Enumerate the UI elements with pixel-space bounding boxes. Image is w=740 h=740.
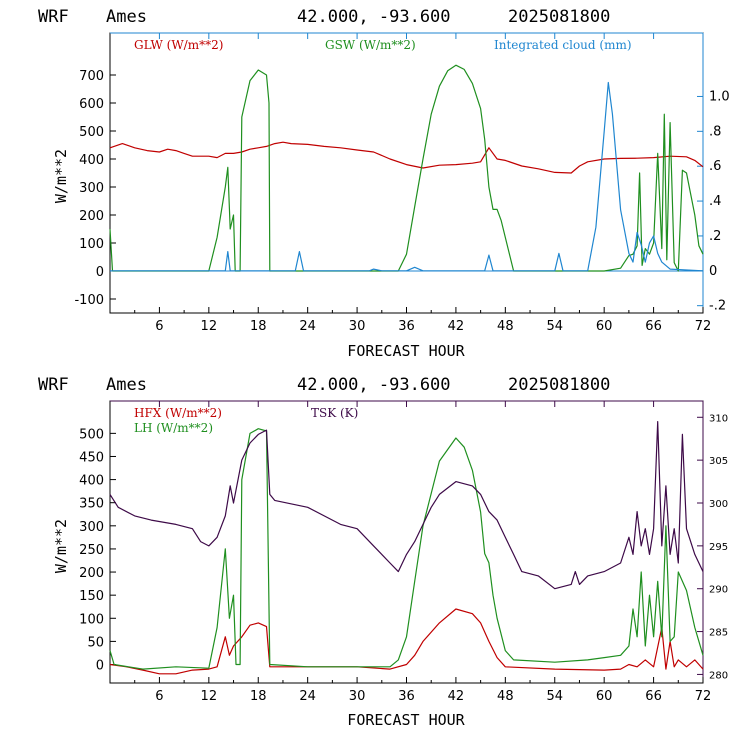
series-lines xyxy=(109,421,704,675)
x-tick-label: 12 xyxy=(201,319,218,334)
y-tick-label: 250 xyxy=(79,543,104,558)
legend-glw: GLW (W/m**2) xyxy=(134,38,223,52)
y2-tick-label: 295 xyxy=(709,542,728,553)
x-tick-label: 18 xyxy=(250,689,267,704)
y-tick-label: 500 xyxy=(79,427,104,442)
run-label: 2025081800 xyxy=(508,7,610,27)
y-tick-label: 150 xyxy=(79,589,104,604)
x-axis-label: FORECAST HOUR xyxy=(347,342,465,360)
x-tick-label: 6 xyxy=(155,689,163,704)
y2-tick-label: 305 xyxy=(709,456,728,467)
legend-cloud: Integrated cloud (mm) xyxy=(494,38,632,52)
series-line-glw xyxy=(109,141,704,174)
x-axis-ticks: 6 12 18 24 30 36 42 48 54 60 66 72 xyxy=(134,401,712,704)
y-axis-ticks: -100 0 100 200 300 400 500 600 700 xyxy=(74,69,116,308)
x-axis-ticks: 6 12 18 24 30 36 42 48 54 60 66 72 xyxy=(134,33,712,334)
series-line-lh xyxy=(109,428,704,670)
plot-frame-left xyxy=(109,400,704,684)
y2-tick-label: 0 xyxy=(709,264,717,279)
x-tick-label: 42 xyxy=(448,689,465,704)
y-axis-ticks: 0 50 100 150 200 250 300 350 400 450 500 xyxy=(79,427,116,674)
y-tick-label: 400 xyxy=(79,153,104,168)
y-tick-label: 0 xyxy=(96,659,104,674)
y2-tick-label: 1.0 xyxy=(709,89,730,104)
x-tick-label: 48 xyxy=(497,689,514,704)
x-tick-label: 36 xyxy=(398,319,415,334)
series-line-hfx xyxy=(109,608,704,675)
y-tick-label: 700 xyxy=(79,69,104,84)
x-tick-label: 54 xyxy=(546,689,563,704)
y2-tick-label: 310 xyxy=(709,413,728,424)
x-tick-label: 60 xyxy=(596,319,613,334)
series-line-integrated xyxy=(110,81,704,272)
x-tick-label: 48 xyxy=(497,319,514,334)
y2-axis-ticks: -.2 0 .2 .4 .6 .8 1.0 xyxy=(697,89,730,314)
y-tick-label: 350 xyxy=(79,497,104,512)
x-tick-label: 6 xyxy=(155,319,163,334)
series-lines xyxy=(109,64,704,272)
y-tick-label: 300 xyxy=(79,520,104,535)
legend-gsw: GSW (W/m**2) xyxy=(325,38,416,52)
y-tick-label: 50 xyxy=(87,635,104,650)
x-tick-label: 66 xyxy=(645,689,662,704)
y2-tick-label: -.2 xyxy=(709,299,726,314)
y-tick-label: 100 xyxy=(79,612,104,627)
series-line-gsw xyxy=(109,64,704,272)
y-tick-label: 450 xyxy=(79,450,104,465)
y2-tick-label: 285 xyxy=(709,628,728,639)
flux-chart: 6 12 18 24 30 36 42 48 54 60 66 72 0 50 100 150 200 250 3… xyxy=(52,400,728,729)
run-label: 2025081800 xyxy=(508,375,610,395)
y-tick-label: 200 xyxy=(79,566,104,581)
x-tick-label: 72 xyxy=(695,319,712,334)
y2-tick-label: .4 xyxy=(709,194,721,209)
x-tick-label: 66 xyxy=(645,319,662,334)
panel1-header: WRF Ames 42.000, -93.600 2025081800 xyxy=(38,7,610,27)
x-tick-label: 30 xyxy=(349,689,366,704)
y2-axis-ticks: 280 285 290 295 300 305 310 xyxy=(697,413,728,681)
y2-tick-label: .2 xyxy=(709,229,721,244)
y2-tick-label: .6 xyxy=(709,159,721,174)
legend-lh: LH (W/m**2) xyxy=(134,421,213,435)
legend-hfx: HFX (W/m**2) xyxy=(134,406,222,420)
coords-label: 42.000, -93.600 xyxy=(297,375,451,395)
location-label: Ames xyxy=(106,375,147,395)
x-tick-label: 24 xyxy=(299,319,316,334)
y2-tick-label: .8 xyxy=(709,124,721,139)
y-tick-label: 100 xyxy=(79,237,104,252)
y-axis-label: W/m**2 xyxy=(52,519,70,573)
y-tick-label: 400 xyxy=(79,474,104,489)
radiation-chart: 6 12 18 24 30 36 42 48 54 60 66 72 -100 0 100 200 300 40… xyxy=(52,32,730,360)
y-axis-label: W/m**2 xyxy=(52,149,70,203)
x-tick-label: 12 xyxy=(201,689,218,704)
location-label: Ames xyxy=(106,7,147,27)
y2-tick-label: 290 xyxy=(709,585,728,596)
series-line-tsk xyxy=(109,421,704,590)
y-tick-label: -100 xyxy=(74,293,104,308)
y-tick-label: 0 xyxy=(96,265,104,280)
panel2-header: WRF Ames 42.000, -93.600 2025081800 xyxy=(38,375,610,395)
model-label: WRF xyxy=(38,7,69,27)
x-tick-label: 24 xyxy=(299,689,316,704)
y-tick-label: 300 xyxy=(79,181,104,196)
coords-label: 42.000, -93.600 xyxy=(297,7,451,27)
x-tick-label: 60 xyxy=(596,689,613,704)
y-tick-label: 500 xyxy=(79,125,104,140)
y2-tick-label: 300 xyxy=(709,499,728,510)
y2-tick-label: 280 xyxy=(709,670,728,681)
y-tick-label: 600 xyxy=(79,97,104,112)
legend-tsk: TSK (K) xyxy=(311,406,358,420)
x-tick-label: 30 xyxy=(349,319,366,334)
x-tick-label: 18 xyxy=(250,319,267,334)
x-tick-label: 54 xyxy=(546,319,563,334)
y-tick-label: 200 xyxy=(79,209,104,224)
x-tick-label: 72 xyxy=(695,689,712,704)
x-axis-label: FORECAST HOUR xyxy=(347,711,465,729)
x-tick-label: 36 xyxy=(398,689,415,704)
x-tick-label: 42 xyxy=(448,319,465,334)
model-label: WRF xyxy=(38,375,69,395)
